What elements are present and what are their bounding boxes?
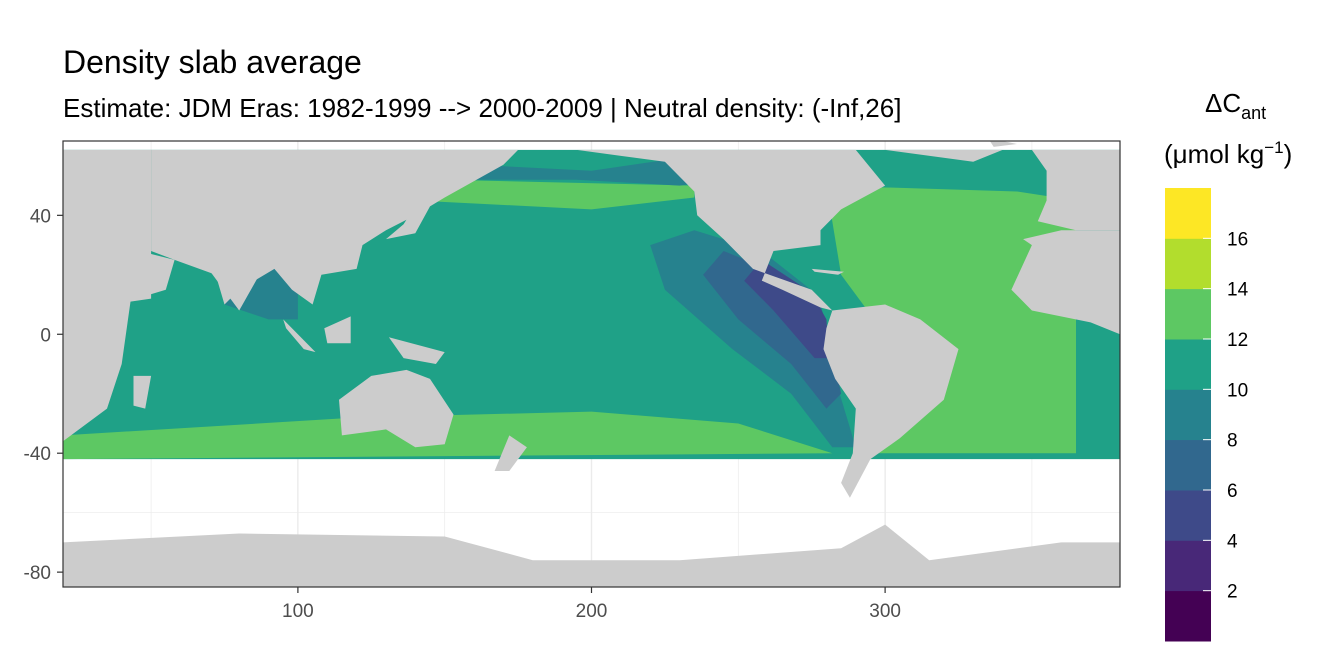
legend-label: 14 bbox=[1227, 280, 1249, 301]
legend-bin bbox=[1165, 540, 1211, 592]
legend-bin bbox=[1165, 188, 1211, 239]
land-madagascar bbox=[133, 375, 152, 409]
land-greenland bbox=[885, 149, 1003, 162]
legend-unit-suffix: ) bbox=[1284, 139, 1293, 169]
land-iceland bbox=[989, 141, 1018, 147]
y-tick-label: -40 bbox=[24, 444, 51, 465]
legend-bin bbox=[1165, 590, 1211, 642]
legend-labels: 2 4 6 8 10 12 14 16 bbox=[1203, 229, 1249, 603]
land-south-america bbox=[823, 304, 959, 498]
land-europe-east bbox=[1031, 149, 1120, 231]
legend-bin bbox=[1165, 288, 1211, 340]
ocean-etp-core bbox=[744, 259, 830, 359]
x-tick-label: 300 bbox=[869, 601, 901, 622]
land-eurasia bbox=[151, 149, 519, 305]
land-japan bbox=[386, 200, 430, 240]
y-tick-label: 0 bbox=[40, 325, 51, 346]
legend-title: ΔCant bbox=[1205, 88, 1266, 123]
legend-bin bbox=[1165, 439, 1211, 491]
land-africa bbox=[63, 149, 152, 442]
legend-unit-sup: −1 bbox=[1264, 138, 1283, 157]
legend-label: 16 bbox=[1227, 229, 1248, 250]
legend-bin bbox=[1165, 339, 1211, 390]
legend-bin bbox=[1165, 238, 1211, 290]
legend-label: 2 bbox=[1227, 582, 1238, 603]
land-australia bbox=[339, 369, 454, 448]
ocean-etp-inner bbox=[703, 251, 842, 409]
legend-label: 8 bbox=[1227, 431, 1238, 452]
legend-unit: (μmol kg−1) bbox=[1164, 138, 1292, 169]
land-new-guinea bbox=[388, 337, 445, 364]
legend-colorbar bbox=[1165, 188, 1211, 642]
chart-title: Density slab average bbox=[63, 44, 362, 80]
chart-subtitle: Estimate: JDM Eras: 1982-1999 --> 2000-2… bbox=[63, 93, 902, 123]
land-antarctica bbox=[63, 524, 1120, 587]
land-borneo bbox=[324, 316, 351, 344]
land-sumatra bbox=[283, 319, 316, 353]
legend-label: 12 bbox=[1227, 330, 1248, 351]
land-cuba bbox=[811, 268, 844, 275]
x-tick-label: 200 bbox=[576, 601, 608, 622]
land-masses bbox=[63, 141, 1120, 587]
map-panel bbox=[62, 140, 1121, 588]
land-new-zealand bbox=[494, 435, 527, 471]
ocean-band-north-pacific bbox=[415, 179, 695, 210]
ocean-etp-outer bbox=[650, 230, 856, 448]
land-india bbox=[203, 262, 263, 311]
legend-unit-prefix: (μmol kg bbox=[1164, 139, 1264, 169]
y-tick-label: -80 bbox=[24, 563, 51, 584]
legend-label: 6 bbox=[1227, 481, 1238, 502]
ocean-band-south bbox=[63, 411, 833, 460]
land-arabia bbox=[115, 245, 175, 299]
legend-title-sub: ant bbox=[1241, 103, 1266, 123]
legend-label: 4 bbox=[1227, 531, 1238, 552]
y-tick-label: 40 bbox=[30, 206, 51, 227]
ocean-subarctic-pacific bbox=[474, 155, 724, 186]
legend: ΔCant (μmol kg−1) 2 4 6 8 10 12 14 16 bbox=[1164, 88, 1292, 642]
legend-bin bbox=[1165, 389, 1211, 441]
legend-title-main: ΔC bbox=[1205, 88, 1241, 118]
land-west-africa bbox=[1011, 230, 1120, 335]
legend-label: 10 bbox=[1227, 380, 1248, 401]
x-tick-label: 100 bbox=[282, 601, 314, 622]
land-north-america bbox=[576, 149, 886, 311]
legend-bin bbox=[1165, 490, 1211, 541]
